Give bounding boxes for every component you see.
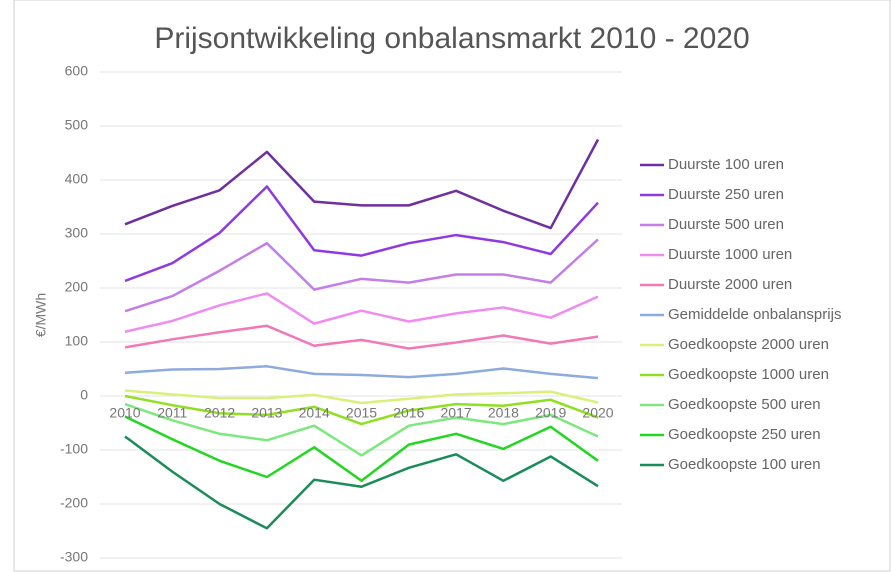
x-tick-label: 2014 [299, 405, 330, 421]
y-tick-label: 300 [65, 225, 89, 241]
legend-label: Gemiddelde onbalansprijs [668, 306, 841, 323]
y-tick-label: -100 [60, 441, 88, 457]
x-tick-label: 2018 [488, 405, 519, 421]
x-tick-label: 2015 [346, 405, 377, 421]
y-tick-label: 0 [80, 387, 88, 403]
series-line [124, 435, 599, 530]
series-line [124, 185, 599, 283]
y-axis-label: €/MWh [33, 293, 49, 337]
x-tick-label: 2011 [157, 405, 187, 421]
legend-label: Goedkoopste 1000 uren [668, 366, 829, 383]
legend-label: Goedkoopste 250 uren [668, 426, 821, 443]
y-tick-label: 400 [65, 171, 89, 187]
chart-title: Prijsontwikkeling onbalansmarkt 2010 - 2… [154, 22, 749, 55]
series-line [124, 138, 600, 230]
legend-label: Duurste 2000 uren [668, 276, 792, 293]
legend-label: Goedkoopste 2000 uren [668, 336, 829, 353]
y-tick-label: -300 [60, 549, 88, 565]
legend-label: Duurste 250 uren [668, 186, 784, 203]
series-line [124, 365, 599, 380]
legend-label: Goedkoopste 500 uren [668, 396, 821, 413]
series-line [124, 394, 599, 426]
series-line [124, 324, 599, 350]
y-tick-label: 100 [65, 333, 89, 349]
x-tick-label: 2012 [204, 405, 235, 421]
x-tick-label: 2016 [393, 405, 424, 421]
series-line [124, 389, 599, 405]
series-line [124, 292, 599, 333]
series-line [124, 415, 599, 483]
x-tick-label: 2010 [109, 405, 140, 421]
series-line [124, 402, 599, 457]
legend-label: Duurste 1000 uren [668, 246, 792, 263]
x-tick-label: 2017 [441, 405, 472, 421]
legend-label: Duurste 100 uren [668, 156, 784, 173]
y-tick-label: 200 [65, 279, 89, 295]
series-line [124, 238, 599, 313]
legend-label: Goedkoopste 100 uren [668, 456, 821, 473]
legend-label: Duurste 500 uren [668, 216, 784, 233]
x-tick-label: 2013 [251, 405, 282, 421]
y-tick-label: 500 [65, 117, 89, 133]
y-tick-label: 600 [65, 63, 89, 79]
y-tick-label: -200 [60, 495, 88, 511]
x-tick-label: 2019 [535, 405, 566, 421]
x-tick-label: 2020 [582, 405, 613, 421]
frame [13, 0, 891, 572]
